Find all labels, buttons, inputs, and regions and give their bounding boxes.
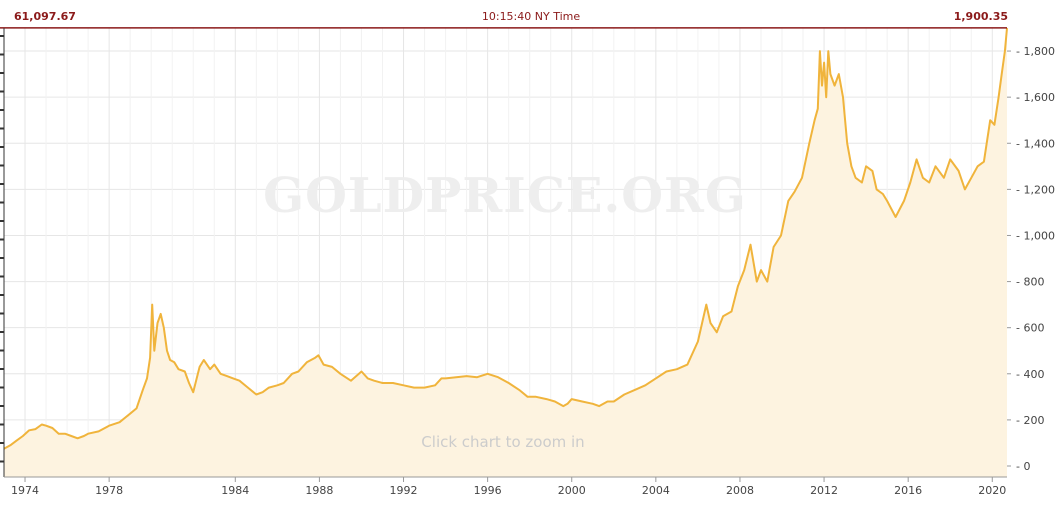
x-tick-label: 1992: [390, 484, 418, 497]
y-tick-label: - 1,400: [1016, 137, 1055, 150]
y-tick-label: - 1,800: [1016, 45, 1055, 58]
watermark-text: GOLDPRICE.ORG: [263, 168, 747, 224]
price-area-fill: [4, 28, 1007, 477]
header-left-value: 61,097.67: [14, 10, 76, 23]
y-tick-label: - 800: [1016, 276, 1044, 289]
x-tick-label: 2012: [810, 484, 838, 497]
x-tick-label: 2008: [726, 484, 754, 497]
y-tick-label: - 0: [1016, 460, 1030, 473]
y-tick-label: - 1,000: [1016, 229, 1055, 242]
x-tick-label: 2004: [642, 484, 670, 497]
zoom-hint-text[interactable]: Click chart to zoom in: [421, 433, 584, 451]
x-tick-label: 1974: [11, 484, 39, 497]
x-axis-tick-labels: 1974 1978 1984 1988 1992 1996 2000 2004 2008 2012…: [11, 484, 1006, 497]
x-tick-label: 1988: [305, 484, 333, 497]
y-axis-tick-labels: - 0 - 200 - 400 - 600 - 800 - 1,000 - 1,200 - 1…: [1016, 45, 1055, 473]
x-tick-label: 1978: [95, 484, 123, 497]
y-tick-label: - 200: [1016, 414, 1044, 427]
x-tick-label: 1984: [221, 484, 249, 497]
x-tick-label: 2000: [558, 484, 586, 497]
x-tick-label: 2016: [894, 484, 922, 497]
left-axis-ticks: [0, 35, 4, 463]
header-time: 10:15:40 NY Time: [481, 10, 581, 23]
y-tick-label: - 1,600: [1016, 91, 1055, 104]
y-tick-label: - 1,200: [1016, 183, 1055, 196]
y-tick-label: - 600: [1016, 322, 1044, 335]
x-tick-label: 1996: [474, 484, 502, 497]
price-line: [3, 27, 1008, 450]
header-current-price: 1,900.35: [953, 10, 1008, 23]
y-tick-label: - 400: [1016, 368, 1044, 381]
x-tick-label: 2020: [978, 484, 1006, 497]
